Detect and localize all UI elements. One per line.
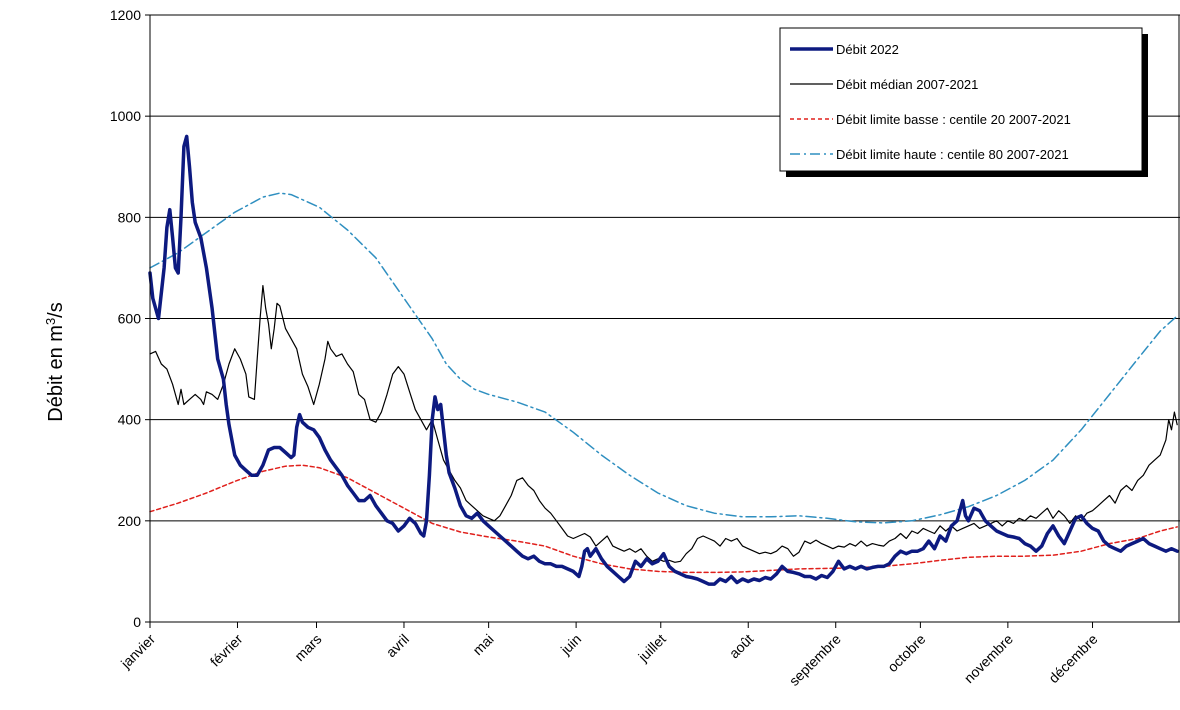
series-line-1 <box>149 285 1178 563</box>
plot-frame <box>149 14 1180 623</box>
series-group <box>148 134 1179 586</box>
series-line-0 <box>148 134 1179 586</box>
y-axis-title-suffix: /s <box>45 302 67 318</box>
y-tick-label: 600 <box>118 311 142 327</box>
y-tick-label: 800 <box>118 209 142 225</box>
legend-label-2: Débit limite basse : centile 20 2007-202… <box>836 112 1071 127</box>
y-axis-title-sup: 3 <box>43 318 58 325</box>
y-axis-title: Débit en m3/s <box>43 302 68 422</box>
legend: Débit 2022 Débit médian 2007-2021 Débit li… <box>779 27 1148 177</box>
series-line-3 <box>149 192 1178 524</box>
legend-box <box>779 27 1143 172</box>
y-tick-label: 1000 <box>110 108 141 124</box>
y-tick-label: 400 <box>118 412 142 428</box>
y-tick-label: 0 <box>133 614 141 630</box>
series-line-2 <box>149 464 1178 574</box>
legend-label-0: Débit 2022 <box>836 42 899 57</box>
y-tick-label: 1200 <box>110 7 141 23</box>
y-axis-ticks: 0 200 400 600 800 1000 1200 <box>110 7 150 630</box>
legend-label-3: Débit limite haute : centile 80 2007-202… <box>836 147 1069 162</box>
y-axis-title-prefix: Débit en m <box>45 325 67 422</box>
legend-label-1: Débit médian 2007-2021 <box>836 77 978 92</box>
y-tick-label: 200 <box>118 513 142 529</box>
